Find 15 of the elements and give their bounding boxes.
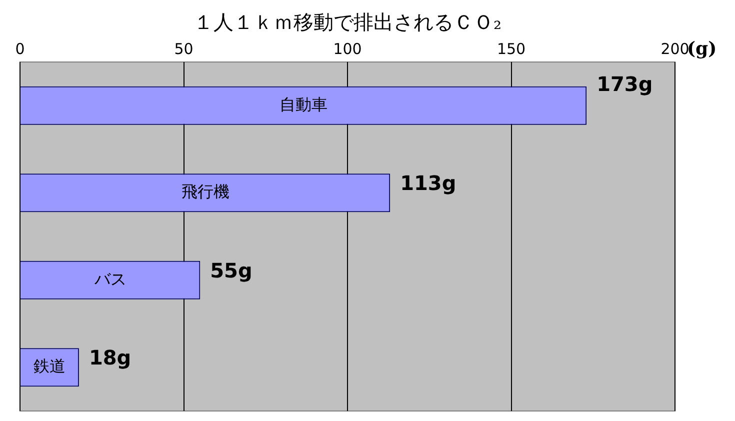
data-label: 173g — [596, 72, 653, 96]
data-label: 18g — [88, 346, 132, 370]
x-axis-title: (g) — [687, 38, 717, 60]
data-label: 113g — [400, 171, 456, 196]
y-tick-label: 自動車 — [280, 94, 328, 114]
y-tick-label: 飛行機 — [181, 182, 230, 202]
x-tick-label: 0 — [15, 40, 25, 58]
chart-title: １人１ｋｍ移動で排出されるＣＯ₂ — [193, 10, 502, 34]
x-tick-label: 50 — [174, 40, 194, 58]
x-tick-label: 100 — [333, 40, 362, 58]
y-tick-label: バス — [93, 269, 126, 288]
x-tick-label: 200 — [660, 40, 690, 58]
y-tick-label: 鉄道 — [34, 356, 66, 376]
data-label: 55g — [210, 258, 252, 282]
x-tick-label: 150 — [496, 40, 526, 58]
